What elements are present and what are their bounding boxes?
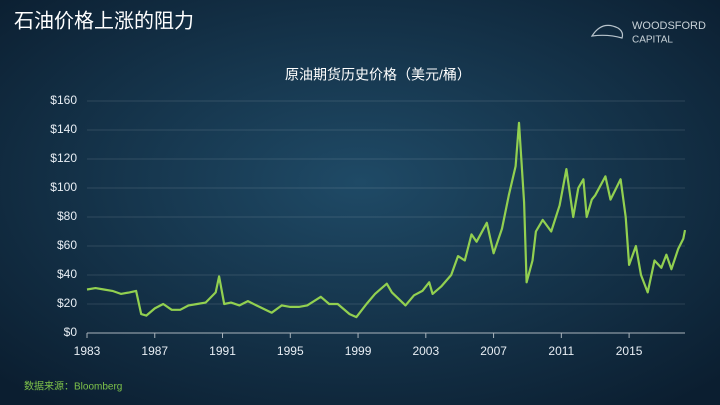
x-tick-label: 2015 (616, 344, 643, 358)
logo-text: WOODSFORD (632, 20, 706, 32)
y-tick-label: $80 (57, 209, 77, 223)
y-tick-label: $40 (57, 267, 77, 281)
x-tick-label: 2007 (480, 344, 507, 358)
logo-icon (590, 24, 624, 39)
price-line (86, 121, 687, 319)
x-tick-label: 1987 (141, 344, 168, 358)
logo-text: CAPITAL (632, 35, 673, 46)
x-tick-label: 1995 (277, 344, 304, 358)
y-tick-label: $0 (64, 325, 78, 339)
y-tick-label: $60 (57, 238, 77, 252)
logo: WOODSFORD CAPITAL (590, 20, 706, 46)
y-tick-label: $120 (50, 151, 77, 165)
x-tick-label: 1991 (209, 344, 236, 358)
y-tick-label: $100 (50, 180, 77, 194)
y-tick-label: $140 (50, 122, 77, 136)
x-tick-label: 1983 (74, 344, 101, 358)
x-tick-label: 2003 (412, 344, 439, 358)
plot: $0 $20 $40 $60 $80 $100 $120 $140 $160 1983 1987 19… (50, 93, 687, 358)
x-tick-label: 2011 (548, 344, 574, 358)
y-tick-label: $20 (57, 296, 77, 310)
slide-title: 石油价格上涨的阻力 (14, 9, 194, 32)
y-tick-label: $160 (50, 93, 77, 107)
source: 数据来源：Bloomberg (24, 380, 122, 393)
x-tick-label: 1999 (345, 344, 372, 358)
chart-title: 原油期货历史价格（美元/桶） (285, 67, 471, 83)
